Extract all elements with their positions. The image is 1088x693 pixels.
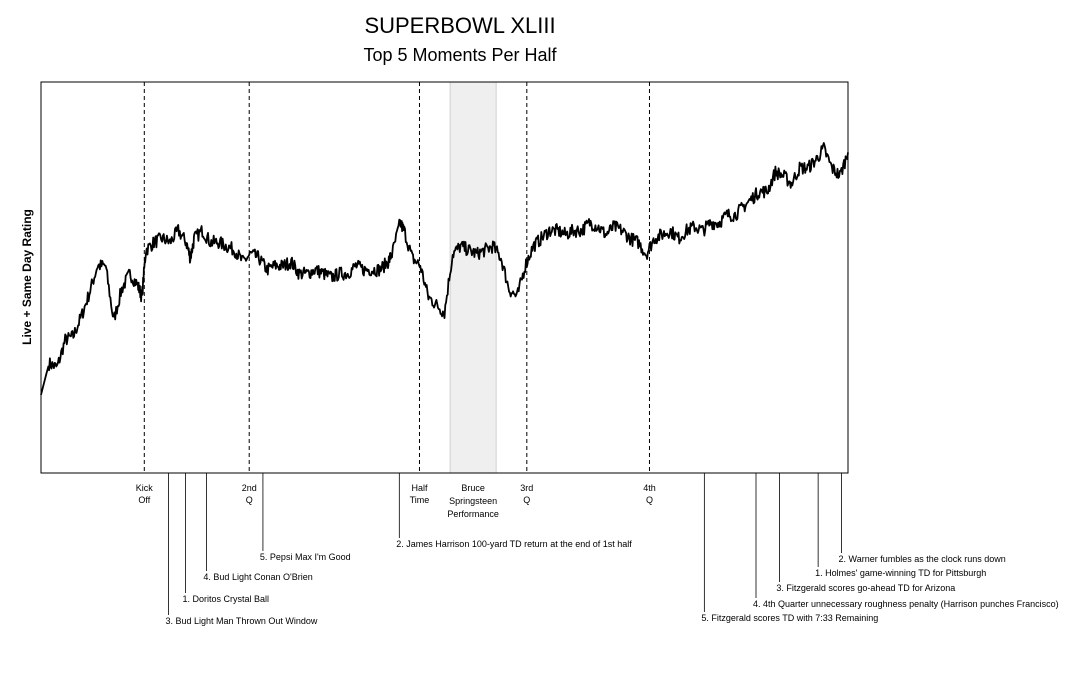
series-line [40, 142, 849, 396]
moment-label: 2. James Harrison 100-yard TD return at … [396, 539, 632, 549]
chart-subtitle: Top 5 Moments Per Half [363, 45, 557, 65]
moment-label: 5. Fitzgerald scores TD with 7:33 Remain… [701, 613, 878, 623]
moment-label: 2. Warner fumbles as the clock runs down [839, 554, 1006, 564]
period-marker-label-line: Kick [136, 483, 154, 493]
period-marker-label: Half Time [410, 483, 430, 505]
plot-frame [40, 81, 849, 474]
moment-label: 5. Pepsi Max I'm Good [260, 552, 351, 562]
moment-label: 1. Doritos Crystal Ball [182, 594, 269, 604]
period-marker-label-line: 2nd [242, 483, 257, 493]
series-layer [40, 142, 849, 396]
shaded-region [449, 81, 497, 474]
period-marker-label: 4th Q [643, 483, 656, 505]
moment-label: 3. Bud Light Man Thrown Out Window [166, 616, 318, 626]
period-marker-layer: Kick Off 2nd Q Half Time 3rd Q 4th Q [136, 82, 656, 505]
period-marker-label-line: 3rd [520, 483, 533, 493]
chart-title: SUPERBOWL XLIII [364, 13, 555, 38]
period-marker-label-line: Half [411, 483, 428, 493]
shaded-region-label-line: Bruce [461, 483, 485, 493]
moment-label: 4. Bud Light Conan O'Brien [203, 572, 312, 582]
period-marker-label-line: Off [138, 495, 150, 505]
shaded-region-label-line: Performance [447, 509, 499, 519]
period-marker-label: Kick Off [136, 483, 154, 505]
period-marker-label-line: Q [523, 495, 530, 505]
period-marker-label: 3rd Q [520, 483, 533, 505]
shaded-region-label: Bruce Springsteen Performance [447, 483, 499, 519]
moment-label: 3. Fitzgerald scores go-ahead TD for Ari… [776, 583, 955, 593]
moment-label: 1. Holmes' game-winning TD for Pittsburg… [815, 568, 986, 578]
moment-label: 4. 4th Quarter unnecessary roughness pen… [753, 599, 1059, 609]
moment-annotation-layer: 3. Bud Light Man Thrown Out Window 1. Dor… [166, 473, 1059, 626]
period-marker-label: 2nd Q [242, 483, 257, 505]
period-marker-label-line: Time [410, 495, 430, 505]
period-marker-label-line: 4th [643, 483, 656, 493]
period-marker-label-line: Q [246, 495, 253, 505]
y-axis-label: Live + Same Day Rating [20, 209, 34, 345]
shaded-region-layer: Bruce Springsteen Performance [447, 81, 499, 519]
shaded-region-label-line: Springsteen [449, 496, 497, 506]
period-marker-label-line: Q [646, 495, 653, 505]
